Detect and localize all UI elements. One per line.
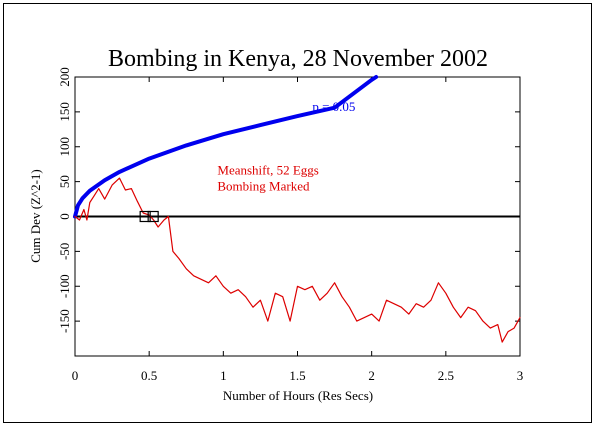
y-tick-label: -150: [57, 309, 72, 333]
chart-svg: Bombing in Kenya, 28 November 2002 0 0.5 1…: [28, 46, 523, 403]
x-tick-label: 2: [368, 368, 375, 383]
axes: 0 0.5 1 1.5 2 2.5 3 -150 -100 -50 0 50 100 150 200: [57, 67, 523, 383]
significance-envelope-line: [73, 75, 379, 219]
x-tick-label: 1.5: [289, 368, 305, 383]
p-value-label: p = 0.05: [312, 99, 355, 114]
series-label-line-1: Meanshift, 52 Eggs: [217, 163, 318, 178]
annotation-layer: p = 0.05 Meanshift, 52 Eggs Bombing Mark…: [217, 99, 355, 194]
series-layer: [73, 75, 521, 343]
series-label-line-2: Bombing Marked: [217, 179, 310, 194]
chart-frame: Bombing in Kenya, 28 November 2002 0 0.5 1…: [3, 3, 592, 423]
x-tick-label: 0: [72, 368, 79, 383]
y-axis-label: Cum Dev (Z^2-1): [28, 169, 43, 262]
y-tick-label: 150: [57, 102, 72, 122]
x-tick-label: 0.5: [141, 368, 157, 383]
x-tick-label: 2.5: [438, 368, 454, 383]
event-marker-square: [147, 210, 159, 223]
y-tick-label: -100: [57, 274, 72, 298]
chart-title: Bombing in Kenya, 28 November 2002: [108, 46, 488, 72]
y-tick-label: -50: [57, 243, 72, 260]
x-tick-label: 3: [517, 368, 524, 383]
y-tick-label: 100: [57, 137, 72, 157]
y-tick-label: 50: [57, 175, 72, 188]
event-marker-square: [139, 210, 151, 223]
cumulative-deviation-line: [74, 177, 521, 343]
y-tick-label: 200: [57, 67, 72, 87]
x-tick-label: 1: [220, 368, 227, 383]
y-tick-label: 0: [57, 213, 72, 220]
x-axis-label: Number of Hours (Res Secs): [223, 388, 373, 403]
